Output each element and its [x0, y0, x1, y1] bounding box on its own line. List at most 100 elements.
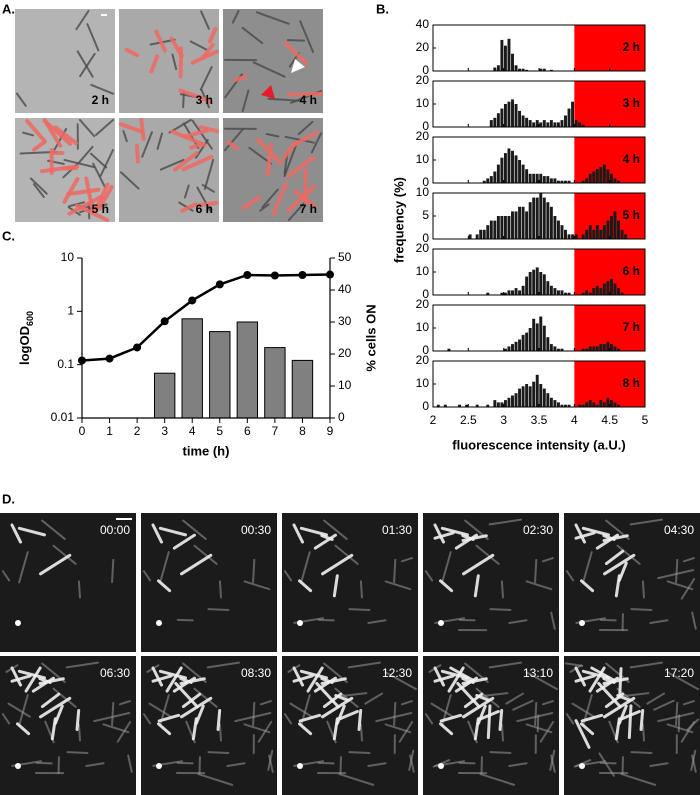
cell	[10, 666, 23, 687]
spot	[297, 763, 303, 769]
histogram-bar	[475, 404, 479, 407]
cell	[581, 526, 610, 537]
y-tick-label: 0	[422, 343, 429, 357]
histogram-bar	[503, 292, 507, 295]
histogram-bar	[588, 292, 592, 295]
cell	[534, 558, 538, 583]
cell	[174, 681, 199, 709]
cell	[32, 183, 45, 198]
cell	[24, 666, 42, 693]
histogram-bar	[567, 292, 571, 295]
panel-time-label: 7 h	[623, 320, 640, 334]
cell	[622, 692, 650, 698]
cell	[158, 669, 187, 680]
panel-time-label: 5 h	[623, 208, 640, 222]
cell	[508, 619, 528, 625]
histogram-bar	[493, 67, 497, 71]
cell	[481, 692, 509, 698]
histogram-bar	[514, 211, 518, 239]
x-tick-label: 7	[272, 424, 279, 438]
cell	[154, 29, 168, 53]
x-tick-label: 3.5	[531, 413, 548, 427]
cell	[439, 722, 454, 736]
histogram-bar	[525, 169, 529, 183]
spot	[15, 763, 21, 769]
cell	[657, 712, 695, 723]
bar	[236, 321, 259, 419]
cell	[505, 692, 524, 705]
cell	[565, 713, 575, 725]
cell	[16, 92, 27, 107]
histogram-bar	[613, 283, 617, 295]
cell	[367, 762, 387, 768]
cell	[18, 551, 29, 584]
histogram-bar	[507, 346, 511, 351]
cell	[29, 177, 48, 195]
histogram-bar	[556, 290, 560, 295]
cell	[439, 713, 463, 723]
cell	[315, 681, 340, 709]
cell	[313, 533, 337, 550]
y-axis-label-main: logOD	[17, 326, 32, 365]
histogram-bar	[539, 173, 543, 183]
histogram-bar	[595, 346, 599, 351]
cell	[617, 704, 628, 725]
histogram-bar	[592, 346, 596, 351]
y2-tick-label: 30	[338, 314, 352, 328]
x-tick-label: 4	[571, 413, 578, 427]
cell	[686, 718, 699, 731]
cell	[122, 130, 128, 143]
cell	[384, 580, 412, 591]
cell	[599, 618, 617, 622]
cell	[259, 700, 272, 706]
histogram-bar	[511, 53, 514, 71]
histogram-bar	[507, 101, 511, 127]
histogram-bar	[574, 234, 578, 239]
cell	[218, 580, 222, 599]
histogram-bar	[496, 113, 500, 127]
cell	[183, 184, 190, 199]
cell	[194, 139, 209, 159]
cell	[433, 523, 446, 544]
highlight-region	[574, 137, 645, 183]
cell	[299, 669, 328, 680]
x-tick-label: 8	[299, 424, 306, 438]
cell	[201, 183, 215, 193]
y-tick-label: 20	[416, 241, 430, 255]
histogram-bar	[578, 404, 582, 407]
histogram-bar	[553, 400, 557, 407]
cell	[580, 722, 595, 736]
panel-label: D.	[2, 491, 15, 506]
histogram-bar	[528, 386, 532, 407]
cell	[334, 687, 359, 708]
histogram-bar	[525, 211, 529, 239]
cell	[408, 749, 415, 771]
histogram-bar	[560, 404, 564, 407]
histogram-bar	[503, 400, 507, 407]
cell	[159, 158, 185, 171]
histogram-bar	[507, 148, 511, 183]
cell	[16, 722, 31, 736]
histogram-bar	[525, 276, 529, 295]
frame-time: 01:30	[382, 523, 412, 537]
cell	[646, 692, 665, 705]
histogram-bar	[507, 216, 511, 239]
cell	[299, 526, 328, 537]
cell	[458, 618, 476, 622]
cell	[424, 713, 434, 725]
y-tick-label: 10	[416, 185, 430, 199]
histogram-bar	[514, 341, 518, 351]
cell	[10, 523, 23, 544]
cell	[252, 701, 256, 726]
cell	[680, 577, 696, 600]
cell	[287, 91, 323, 97]
y-tick-label: 20	[416, 297, 430, 311]
panel-time-label: 8 h	[623, 376, 640, 390]
panel-time-label: 3 h	[623, 96, 640, 110]
cell	[40, 692, 61, 709]
cell	[179, 677, 206, 685]
panel-time-label: 2 h	[623, 40, 640, 54]
cell	[439, 579, 454, 593]
frame-time: 17:20	[664, 666, 694, 680]
